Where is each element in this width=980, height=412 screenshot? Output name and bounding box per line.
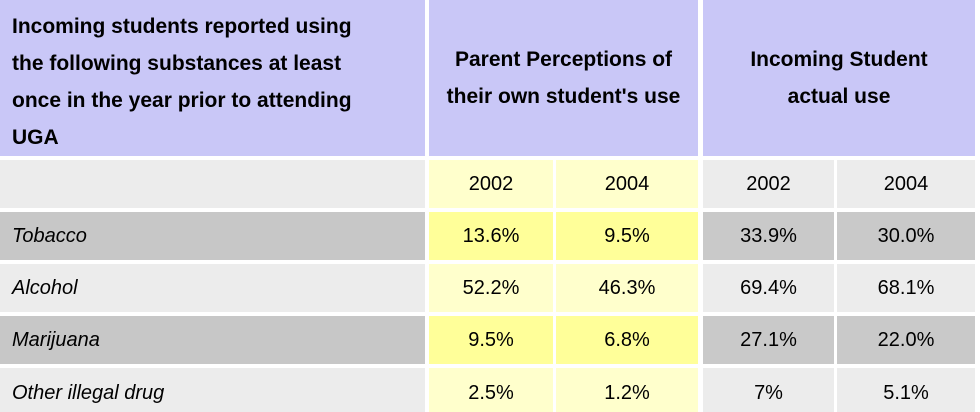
table-row-tobacco: Tobacco 13.6% 9.5% 33.9% 30.0% [0,208,976,260]
year-header-row: 2002 2004 2002 2004 [0,156,976,208]
data-cell: 6.8% [553,312,699,364]
data-cell: 2.5% [425,364,553,412]
year-header-student-2002: 2002 [698,156,835,208]
year-row-spacer-cell [0,156,425,208]
data-cell: 52.2% [425,260,553,312]
year-header-parent-2002: 2002 [425,156,553,208]
header-row: Incoming students reported using the fol… [0,0,976,156]
table-row-other-illegal-drug: Other illegal drug 2.5% 1.2% 7% 5.1% [0,364,976,412]
data-cell: 30.0% [834,208,976,260]
data-cell: 1.2% [553,364,699,412]
data-cell: 69.4% [698,260,835,312]
table-title-cell: Incoming students reported using the fol… [0,0,425,156]
table-row-alcohol: Alcohol 52.2% 46.3% 69.4% 68.1% [0,260,976,312]
group-header-parent-perceptions: Parent Perceptions of their own student'… [425,0,699,156]
row-label: Alcohol [0,260,425,312]
data-cell: 5.1% [834,364,976,412]
group-header-incoming-student: Incoming Student actual use [698,0,976,156]
data-cell: 22.0% [834,312,976,364]
row-label: Tobacco [0,208,425,260]
data-cell: 9.5% [553,208,699,260]
data-cell: 68.1% [834,260,976,312]
data-cell: 46.3% [553,260,699,312]
row-label: Marijuana [0,312,425,364]
table-row-marijuana: Marijuana 9.5% 6.8% 27.1% 22.0% [0,312,976,364]
year-header-student-2004: 2004 [834,156,976,208]
data-cell: 7% [698,364,835,412]
year-header-parent-2004: 2004 [553,156,699,208]
data-cell: 27.1% [698,312,835,364]
data-cell: 9.5% [425,312,553,364]
data-cell: 13.6% [425,208,553,260]
row-label: Other illegal drug [0,364,425,412]
data-cell: 33.9% [698,208,835,260]
